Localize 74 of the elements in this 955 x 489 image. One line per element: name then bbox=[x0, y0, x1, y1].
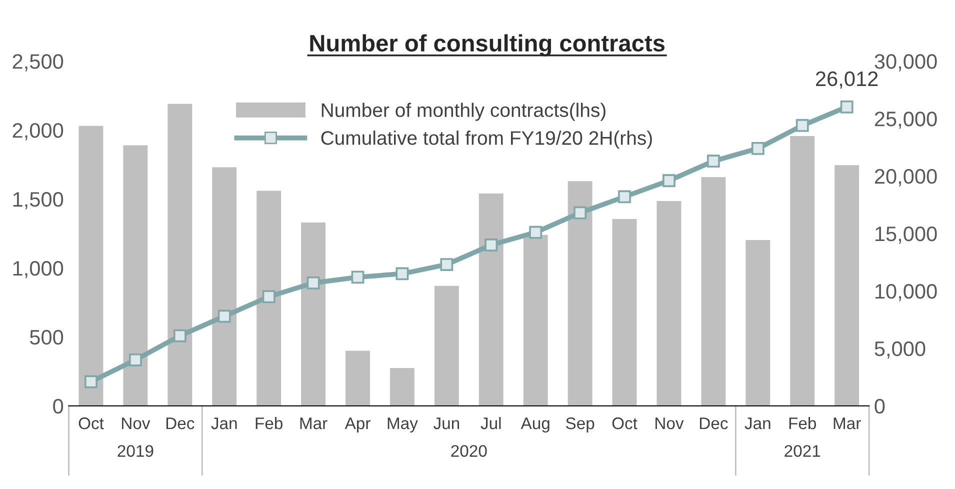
point bbox=[618, 190, 631, 204]
point bbox=[662, 174, 676, 188]
point bbox=[173, 329, 186, 342]
bar bbox=[390, 368, 414, 406]
y2-tick-label: 10,000 bbox=[876, 284, 937, 302]
point bbox=[84, 375, 98, 388]
point bbox=[796, 119, 809, 132]
point bbox=[529, 226, 542, 239]
bar bbox=[701, 177, 726, 406]
x-tick-label: Apr bbox=[344, 418, 370, 433]
bar bbox=[256, 190, 282, 406]
x-tick-label: Nov bbox=[122, 418, 150, 430]
point bbox=[440, 258, 454, 271]
y-tick-label: 0 bbox=[53, 398, 64, 414]
y-tick-label: 500 bbox=[30, 330, 64, 345]
x-tick-label: Mar bbox=[300, 418, 328, 430]
bar bbox=[478, 194, 504, 406]
x-tick-label: Feb bbox=[256, 416, 282, 430]
y-tick-label: 1,500 bbox=[13, 192, 64, 210]
x-tick-label: Dec bbox=[700, 418, 728, 430]
point bbox=[706, 154, 720, 168]
point bbox=[484, 238, 498, 252]
text: 2021 bbox=[784, 445, 820, 457]
x-tick-label: Oct bbox=[612, 417, 638, 430]
y2-tick-label: 0 bbox=[874, 398, 885, 414]
data-label: 26,012 bbox=[816, 71, 878, 89]
point bbox=[840, 100, 854, 114]
bar bbox=[212, 167, 237, 406]
x-tick-label: Jan bbox=[744, 418, 770, 430]
legend-label: Cumulative total from FY19/20 2H(rhs) bbox=[321, 130, 652, 149]
x-tick-label: Nov bbox=[656, 418, 684, 430]
bar bbox=[434, 286, 459, 406]
bar bbox=[78, 126, 104, 406]
text: 2020 bbox=[451, 445, 487, 457]
legend-label: Number of monthly contracts(lhs) bbox=[322, 102, 606, 121]
x-tick-label: Jul bbox=[480, 416, 501, 430]
bar bbox=[523, 234, 548, 406]
x-tick-label: Mar bbox=[834, 418, 861, 430]
bar bbox=[301, 222, 326, 406]
bar bbox=[568, 181, 592, 406]
y2-tick-label: 30,000 bbox=[874, 54, 937, 72]
bar bbox=[123, 145, 148, 406]
text: 2019 bbox=[118, 445, 154, 457]
x-tick-label: Sep bbox=[566, 417, 594, 433]
x-tick-label: Dec bbox=[166, 418, 194, 430]
chart-title: Number of consulting contracts bbox=[310, 34, 665, 56]
y-tick-label: 2,000 bbox=[12, 123, 64, 140]
x-tick-label: Jan bbox=[211, 418, 237, 430]
x-tick-label: Feb bbox=[789, 416, 816, 430]
x-tick-label: Jun bbox=[434, 418, 460, 430]
y2-tick-label: 20,000 bbox=[874, 169, 937, 186]
bar bbox=[612, 219, 637, 406]
bar bbox=[346, 350, 370, 406]
y2-tick-label: 25,000 bbox=[874, 112, 937, 129]
point bbox=[574, 206, 587, 220]
point bbox=[351, 270, 364, 284]
y-tick-label: 2,500 bbox=[12, 54, 64, 72]
bar bbox=[168, 104, 192, 406]
x-tick-label: May bbox=[388, 418, 418, 433]
bar bbox=[790, 136, 815, 406]
point bbox=[128, 353, 142, 366]
x-tick-label: Oct bbox=[78, 417, 104, 430]
bar bbox=[656, 200, 682, 406]
point bbox=[218, 310, 231, 323]
bar bbox=[746, 240, 770, 406]
x-tick-label: Aug bbox=[520, 418, 550, 433]
point bbox=[396, 267, 409, 280]
bar bbox=[834, 165, 860, 406]
point bbox=[262, 290, 276, 304]
y2-tick-label: 15,000 bbox=[876, 226, 937, 244]
y2-tick-label: 5,000 bbox=[874, 341, 926, 359]
point bbox=[306, 276, 320, 290]
point bbox=[751, 142, 764, 155]
y-tick-label: 1,000 bbox=[13, 260, 64, 278]
